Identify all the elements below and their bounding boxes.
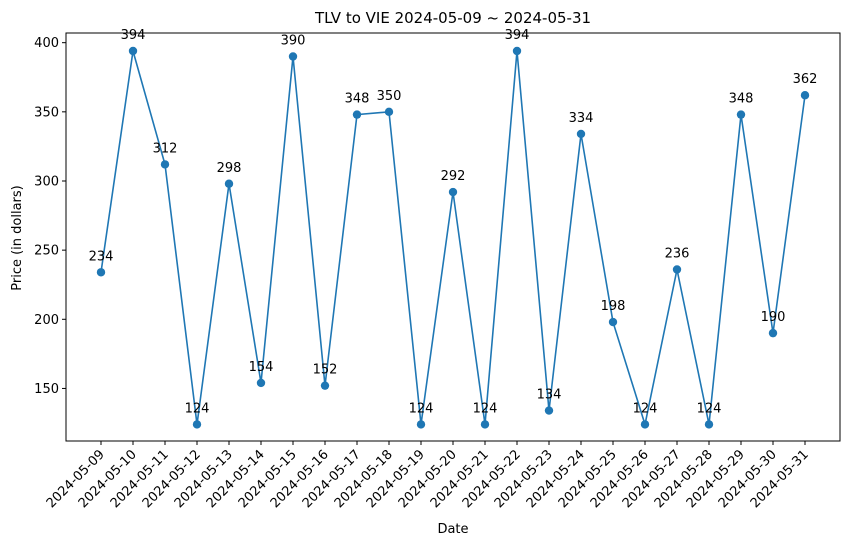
data-label: 298 (217, 161, 242, 176)
series-line (100, 50, 806, 428)
data-label: 312 (153, 141, 178, 156)
data-point (672, 265, 682, 274)
y-tick-label: 350 (34, 105, 59, 120)
y-tick-label: 200 (34, 313, 59, 328)
data-label: 292 (441, 169, 466, 184)
data-label: 350 (377, 89, 402, 104)
data-point (448, 187, 458, 197)
data-point (512, 46, 522, 56)
data-point (384, 107, 394, 117)
data-point (736, 110, 746, 119)
data-label: 394 (505, 28, 530, 43)
data-point (800, 91, 810, 100)
data-label: 190 (761, 310, 786, 325)
chart-title: TLV to VIE 2024-05-09 ~ 2024-05-31 (314, 9, 591, 27)
data-label: 394 (121, 28, 146, 43)
data-label: 390 (281, 34, 306, 49)
data-label: 234 (89, 249, 114, 264)
data-label: 198 (601, 299, 626, 314)
data-label: 124 (697, 401, 722, 416)
data-point (96, 268, 106, 277)
data-point (352, 110, 362, 119)
x-axis-label: Date (437, 522, 468, 537)
data-label: 154 (249, 360, 274, 375)
y-tick-label: 150 (34, 382, 59, 397)
data-point (576, 129, 586, 139)
data-point (288, 52, 298, 61)
data-label: 348 (345, 92, 370, 107)
y-axis-label: Price (in dollars) (10, 185, 25, 291)
y-tick-label: 300 (34, 174, 59, 189)
data-point (224, 179, 234, 188)
data-label: 134 (537, 388, 562, 403)
data-point (160, 160, 170, 169)
data-label: 362 (793, 72, 818, 87)
data-point (544, 406, 554, 415)
data-label: 124 (185, 401, 210, 416)
data-point (480, 420, 490, 429)
data-point (608, 317, 618, 327)
data-point (128, 46, 138, 56)
data-point (320, 381, 330, 390)
data-point (192, 420, 202, 429)
data-label: 124 (409, 401, 434, 416)
data-point (640, 420, 650, 429)
data-label: 348 (729, 92, 754, 107)
data-point (256, 378, 266, 388)
data-label: 124 (473, 401, 498, 416)
data-point (416, 420, 426, 429)
data-label: 236 (665, 247, 690, 262)
plot-area: 1502002503003504002024-05-092024-05-1020… (34, 28, 841, 511)
data-point (768, 328, 778, 338)
data-label: 124 (633, 401, 658, 416)
data-label: 152 (313, 363, 338, 378)
y-tick-label: 250 (34, 244, 59, 259)
data-label: 334 (569, 111, 594, 126)
data-point (704, 420, 714, 429)
plot-frame (65, 32, 841, 442)
y-tick-label: 400 (34, 36, 59, 51)
